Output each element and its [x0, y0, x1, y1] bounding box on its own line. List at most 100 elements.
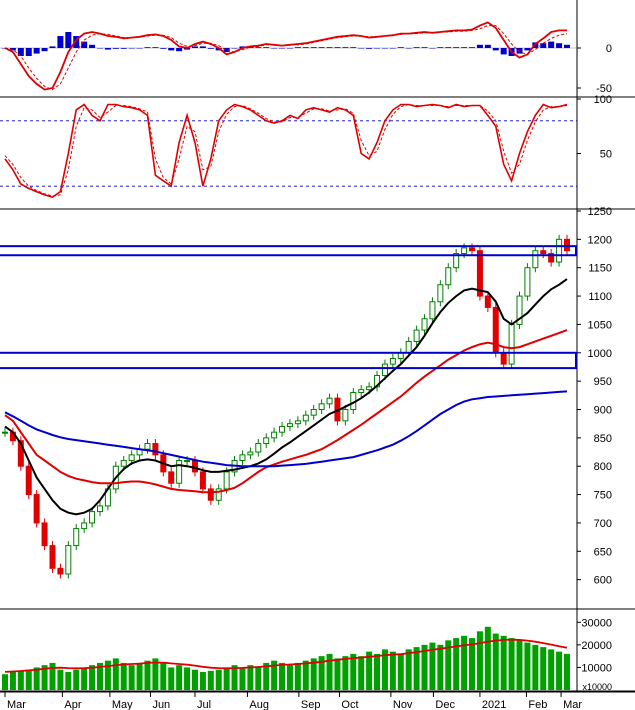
candle-body — [318, 403, 325, 411]
support-resistance-box — [0, 351, 577, 370]
candle-body — [207, 488, 214, 501]
y-tick-label: 1150 — [588, 263, 612, 275]
candle-body — [342, 409, 349, 422]
volume-bar — [405, 649, 412, 690]
x-tick-label: Nov — [393, 699, 413, 710]
volume-bar — [2, 674, 8, 690]
y-tick-label: 1050 — [588, 319, 612, 331]
candle-body — [540, 250, 547, 255]
volume-bar — [223, 667, 230, 690]
macd-histogram-bar — [25, 48, 32, 56]
y-tick-label: 750 — [594, 490, 612, 502]
volume-bar — [334, 658, 341, 690]
candle-body — [57, 567, 64, 575]
y-tick-label: 0 — [606, 43, 612, 55]
macd-histogram-bar — [41, 48, 48, 52]
macd-histogram-bar — [524, 48, 531, 51]
macd-histogram-bar — [65, 32, 72, 48]
macd-histogram-bar — [120, 48, 127, 49]
x-tick-label: Mar — [7, 699, 26, 710]
macd-histogram-bar — [540, 43, 547, 48]
candle-body — [294, 420, 301, 425]
candle-body — [176, 460, 183, 484]
candle-body — [2, 431, 8, 434]
volume-bar — [421, 644, 428, 690]
candle-body — [239, 454, 246, 462]
volume-bar — [128, 665, 135, 690]
macd-histogram-bar — [381, 48, 388, 49]
volume-bar — [437, 644, 444, 690]
candle-body — [41, 522, 48, 547]
volume-bar — [461, 635, 468, 690]
candle-body — [17, 440, 24, 467]
candle-body — [73, 528, 80, 547]
macd-histogram-bar — [128, 48, 135, 49]
y-tick-label: 100 — [594, 94, 612, 106]
volume-bar — [366, 651, 373, 690]
x-tick-label: Apr — [64, 699, 81, 710]
volume-bar — [302, 660, 309, 690]
volume-bar — [294, 662, 301, 690]
volume-bar — [184, 667, 191, 690]
volume-bar — [199, 671, 206, 690]
volume-unit-label: x10000 — [582, 682, 612, 692]
macd-histogram-bar — [255, 47, 262, 48]
volume-bar — [33, 667, 40, 690]
moving-average-short — [4, 278, 568, 516]
y-tick-label: 850 — [594, 433, 612, 445]
macd-histogram-bar — [389, 48, 396, 49]
macd-histogram-bar — [326, 47, 333, 48]
volume-bar — [207, 670, 214, 690]
candle-body — [81, 522, 88, 530]
y-tick-label: 20000 — [581, 640, 612, 652]
volume-bar — [374, 653, 381, 690]
macd-histogram-bar — [469, 47, 476, 48]
y-tick-label: 900 — [594, 405, 612, 417]
candle-body — [524, 267, 531, 297]
macd-histogram-bar — [500, 48, 507, 55]
macd-histogram-bar — [81, 41, 88, 48]
macd-histogram-bar — [144, 47, 151, 48]
candle-body — [548, 253, 555, 263]
y-tick-label: 600 — [594, 575, 612, 587]
y-tick-label: 950 — [594, 376, 612, 388]
macd-histogram-bar — [73, 36, 80, 48]
y-tick-label: 650 — [594, 546, 612, 558]
volume-bar — [508, 638, 515, 690]
candle-body — [508, 323, 515, 365]
volume-bar — [381, 649, 388, 690]
candle-body — [255, 443, 262, 453]
candle-body — [144, 443, 151, 450]
volume-bar — [73, 669, 80, 690]
candle-body — [556, 238, 563, 263]
macd-histogram-bar — [516, 48, 523, 54]
macd-histogram-bar — [136, 48, 143, 49]
macd-histogram-bar — [294, 47, 301, 48]
volume-bar — [17, 670, 24, 690]
volume-bar — [96, 662, 103, 690]
volume-bar — [279, 662, 286, 690]
candle-body — [271, 431, 278, 439]
candle-body — [413, 329, 420, 342]
candle-body — [421, 318, 428, 331]
x-tick-label: Aug — [249, 699, 269, 710]
volume-bar — [247, 665, 254, 690]
volume-bar — [318, 656, 325, 690]
volume-bar — [41, 665, 48, 690]
macd-histogram-bar — [57, 36, 64, 48]
volume-bar — [532, 644, 539, 690]
x-tick-label: Feb — [528, 699, 547, 710]
volume-bar — [160, 662, 167, 690]
volume-bar — [9, 671, 16, 690]
volume-bar — [49, 662, 56, 690]
volume-bar — [453, 638, 460, 690]
volume-bar — [429, 642, 436, 690]
volume-bar — [168, 667, 175, 690]
candle-body — [168, 471, 175, 484]
macd-histogram-bar — [176, 48, 183, 52]
macd-histogram-bar — [556, 43, 563, 48]
volume-bar — [191, 669, 198, 690]
macd-histogram-bar — [279, 48, 286, 49]
